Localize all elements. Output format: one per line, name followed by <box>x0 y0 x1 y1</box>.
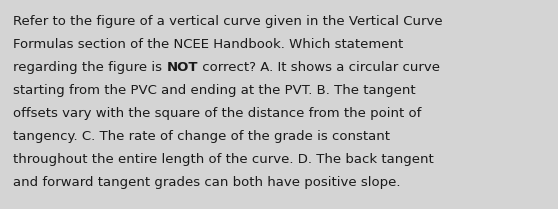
Text: regarding the figure is: regarding the figure is <box>13 61 166 74</box>
Text: NOT: NOT <box>166 61 198 74</box>
Text: starting from the PVC and ending at the PVT. B. The tangent: starting from the PVC and ending at the … <box>13 84 416 97</box>
Text: tangency. C. The rate of change of the grade is constant: tangency. C. The rate of change of the g… <box>13 130 390 143</box>
Text: and forward tangent grades can both have positive slope.: and forward tangent grades can both have… <box>13 176 401 189</box>
Text: Refer to the figure of a vertical curve given in the Vertical Curve: Refer to the figure of a vertical curve … <box>13 15 442 28</box>
Text: offsets vary with the square of the distance from the point of: offsets vary with the square of the dist… <box>13 107 421 120</box>
Text: correct? A. It shows a circular curve: correct? A. It shows a circular curve <box>198 61 440 74</box>
Text: throughout the entire length of the curve. D. The back tangent: throughout the entire length of the curv… <box>13 153 434 166</box>
Text: Formulas section of the NCEE Handbook. Which statement: Formulas section of the NCEE Handbook. W… <box>13 38 403 51</box>
